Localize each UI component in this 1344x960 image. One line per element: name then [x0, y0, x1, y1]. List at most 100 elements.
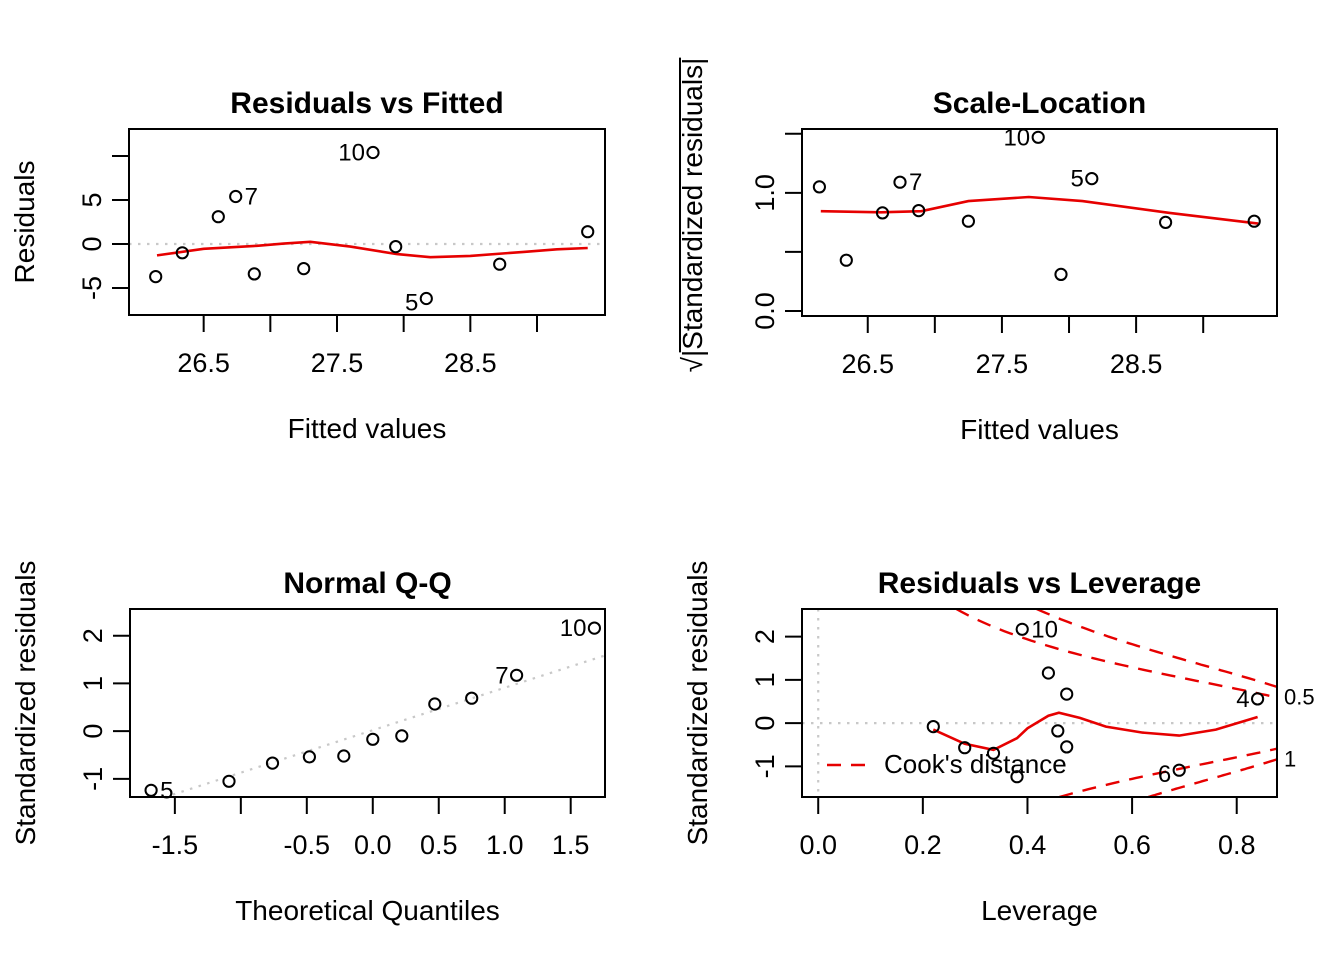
- x-tick-label: 0.6: [1113, 830, 1151, 860]
- y-tick-label: -1: [78, 767, 108, 791]
- y-tick-label: 2: [750, 629, 780, 644]
- cooks-contour-label-0.5: 0.5: [1284, 685, 1315, 710]
- smoother-line: [932, 711, 1258, 752]
- data-point: [1051, 724, 1065, 738]
- data-point: [912, 204, 926, 218]
- observation-label-10: 10: [560, 615, 587, 642]
- observation-label-4: 4: [1236, 686, 1249, 713]
- data-point: [926, 720, 940, 734]
- panel-title: Scale-Location: [933, 87, 1146, 120]
- x-tick-label: 0.4: [1009, 830, 1047, 860]
- observation-label-7: 7: [909, 169, 922, 196]
- data-point: [389, 240, 403, 254]
- data-point: [211, 210, 225, 224]
- panel-title: Residuals vs Leverage: [878, 567, 1202, 600]
- panel-title: Normal Q-Q: [283, 567, 451, 600]
- data-point: [1031, 130, 1045, 144]
- data-point: [1015, 622, 1029, 636]
- panel-title: Residuals vs Fitted: [230, 87, 503, 120]
- plot-border: [128, 128, 606, 316]
- data-point: [581, 225, 595, 239]
- data-point: [839, 253, 853, 267]
- x-tick-label: -1.5: [152, 830, 199, 860]
- x-tick-label: 0.2: [904, 830, 942, 860]
- observation-label-10: 10: [338, 139, 365, 166]
- data-point: [1060, 687, 1074, 701]
- cooks-distance-contour-1-upper: [1036, 609, 1277, 689]
- data-point: [893, 175, 907, 189]
- data-point: [302, 750, 316, 764]
- y-tick-label: 0: [78, 724, 108, 739]
- data-point: [419, 291, 433, 306]
- data-point: [247, 267, 261, 281]
- y-axis-title: Residuals: [9, 161, 40, 284]
- data-point: [1247, 214, 1261, 228]
- observation-label-7: 7: [495, 662, 508, 689]
- observation-label-5: 5: [1070, 166, 1083, 193]
- data-point: [875, 206, 890, 220]
- x-tick-label: 0.5: [420, 830, 458, 860]
- y-tick-label: 0.0: [750, 292, 780, 330]
- observation-label-5: 5: [405, 290, 418, 317]
- x-tick-label: -0.5: [284, 830, 331, 860]
- x-tick-label: 0.0: [799, 830, 837, 860]
- x-tick-label: 26.5: [841, 349, 894, 379]
- data-point: [149, 270, 163, 284]
- panel-residuals-vs-leverage: 0.0 0.2 0.4 0.6 0.8 -1 0 1 2 Residuals vs Leverag…: [682, 561, 1315, 926]
- data-point: [297, 262, 311, 276]
- x-tick-label: 1.5: [552, 830, 590, 860]
- cooks-distance-contour-0.5-upper: [955, 609, 1277, 699]
- y-tick-label: -1: [750, 754, 780, 778]
- data-point: [337, 749, 351, 763]
- data-point: [1054, 267, 1068, 281]
- data-point: [265, 756, 280, 770]
- data-point: [366, 145, 380, 160]
- data-point: [986, 746, 1001, 760]
- data-point: [961, 214, 976, 228]
- plot-border: [801, 128, 1278, 317]
- data-point: [493, 257, 507, 271]
- observation-label-10: 10: [1003, 124, 1030, 151]
- data-point: [1159, 215, 1173, 229]
- data-point: [1251, 692, 1265, 706]
- data-point: [1060, 740, 1074, 754]
- cooks-contour-label-1: 1: [1284, 746, 1296, 771]
- observation-label-10: 10: [1031, 616, 1058, 643]
- x-axis-title: Fitted values: [288, 413, 447, 444]
- data-point: [1085, 172, 1099, 186]
- data-point: [587, 621, 602, 635]
- data-point: [509, 668, 524, 682]
- data-point: [1172, 763, 1186, 777]
- x-axis-title: Theoretical Quantiles: [235, 895, 500, 926]
- x-tick-label: 0.0: [354, 830, 392, 860]
- x-tick-label: 27.5: [311, 348, 364, 378]
- smoother-line: [156, 240, 588, 259]
- data-point: [175, 246, 189, 260]
- plot-border: [129, 608, 606, 798]
- x-tick-label: 26.5: [177, 348, 230, 378]
- plot-border: [801, 608, 1278, 798]
- y-tick-label: 0: [750, 716, 780, 731]
- x-axis-title: Fitted values: [960, 414, 1119, 445]
- y-axis-title: Standardized residuals: [10, 561, 41, 846]
- x-axis-title: Leverage: [981, 895, 1098, 926]
- data-point: [222, 774, 236, 788]
- x-tick-label: 28.5: [1110, 349, 1163, 379]
- data-point: [1041, 666, 1056, 680]
- data-point: [144, 783, 158, 797]
- panel-scale-location: 26.5 27.5 28.5 0.0 1.0 Scale-Location Fitted v…: [677, 57, 1278, 445]
- qq-reference-line: [161, 654, 605, 797]
- data-point: [812, 180, 827, 194]
- cooks-distance-contour-0.5-lower: [1058, 747, 1277, 797]
- y-axis-title: Standardized residuals: [682, 561, 713, 846]
- x-tick-label: 1.0: [486, 830, 524, 860]
- y-tick-label: 1: [750, 672, 780, 687]
- data-point: [395, 729, 409, 743]
- observation-label-6: 6: [1158, 761, 1171, 788]
- y-tick-label: -5: [77, 276, 107, 300]
- panel-normal-qq: -1.5 -0.5 0.0 0.5 1.0 1.5 -1 0 1 2 Normal Q-Q Theor…: [10, 561, 606, 926]
- observation-label-5: 5: [160, 777, 173, 804]
- y-axis-title: √|Standardized residuals|: [677, 58, 708, 373]
